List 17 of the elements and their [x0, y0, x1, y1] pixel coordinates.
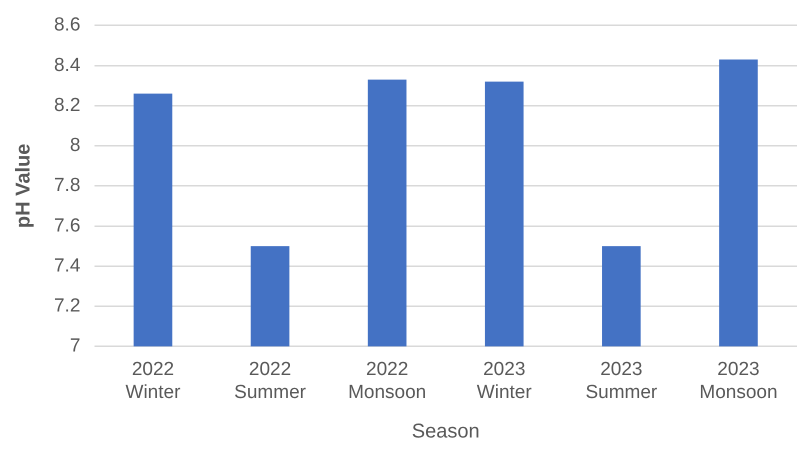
x-tick-label: 2022 Monsoon — [348, 359, 426, 403]
y-tick-label: 7.8 — [54, 175, 80, 196]
x-tick-label: 2023 Summer — [585, 359, 658, 403]
y-axis-title: pH Value — [12, 144, 35, 228]
y-tick-label: 7.4 — [54, 255, 81, 276]
y-tick-label: 8 — [70, 135, 80, 156]
y-tick-label: 7 — [70, 336, 80, 357]
x-tick-label: 2023 Winter — [476, 359, 532, 403]
x-tick-label: 2023 Monsoon — [699, 359, 778, 403]
x-tick-label: 2022 Winter — [126, 359, 182, 403]
y-tick-label: 7.2 — [54, 296, 80, 317]
y-tick-label: 8.6 — [54, 14, 80, 36]
x-tick-label: 2022 Summer — [234, 359, 307, 403]
x-axis-title: Season — [412, 420, 480, 443]
y-tick-label: 8.2 — [54, 94, 80, 116]
y-tick-label: 7.6 — [54, 215, 80, 236]
y-tick-label: 8.4 — [54, 54, 81, 76]
